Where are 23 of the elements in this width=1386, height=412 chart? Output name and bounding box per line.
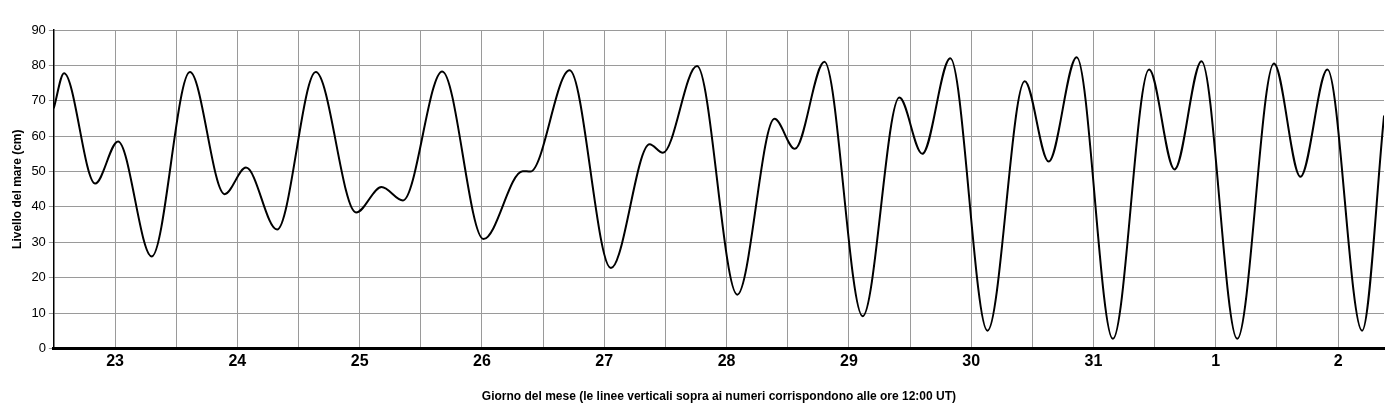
y-tick-label: 40 xyxy=(31,198,46,214)
y-tick-label: 70 xyxy=(31,92,46,108)
x-tick-label: 28 xyxy=(717,352,736,370)
x-tick-label: 27 xyxy=(595,352,614,370)
y-tick-label: 30 xyxy=(31,233,46,249)
x-tick-label: 23 xyxy=(106,352,125,370)
y-tick-label: 0 xyxy=(38,339,46,355)
x-tick-label: 2 xyxy=(1333,352,1343,370)
y-tick-label: 50 xyxy=(31,163,46,179)
x-tick-label: 31 xyxy=(1084,352,1103,370)
x-axis-title: Giorno del mese (le linee verticali sopra ai numeri corrispondono alle ore 12:00 UT) xyxy=(481,389,956,404)
y-axis-title: Livello del mare (cm) xyxy=(9,129,24,249)
x-tick-label: 24 xyxy=(228,352,247,370)
x-tick-label: 30 xyxy=(962,352,981,370)
y-tick-label: 60 xyxy=(31,127,46,143)
y-tick-label: 80 xyxy=(31,56,46,72)
y-tick-label: 90 xyxy=(31,21,46,37)
y-tick-label: 20 xyxy=(31,269,46,285)
x-tick-label: 25 xyxy=(350,352,369,370)
y-tick-label: 10 xyxy=(31,304,46,320)
x-tick-label: 1 xyxy=(1211,352,1221,370)
x-tick-label: 26 xyxy=(473,352,491,370)
x-tick-label: 29 xyxy=(839,352,858,370)
